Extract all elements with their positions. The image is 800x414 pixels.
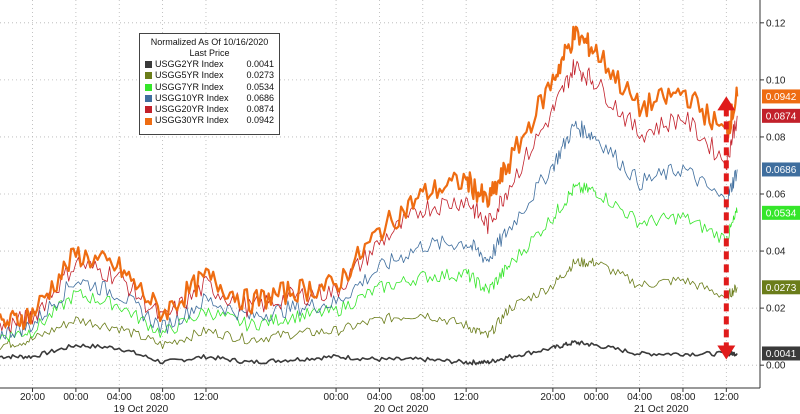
series-lines bbox=[0, 25, 739, 366]
legend-entry: USGG10YR Index 0.0686 bbox=[145, 93, 274, 104]
last-price-label: 0.0041 bbox=[766, 349, 797, 360]
legend-series-value: 0.0041 bbox=[246, 59, 274, 69]
x-tick-label: 08:00 bbox=[150, 392, 175, 403]
legend-series-value: 0.0686 bbox=[246, 92, 274, 103]
x-tick-label: 08:00 bbox=[670, 392, 695, 403]
y-tick-label: 0.12 bbox=[766, 18, 786, 29]
y-tick-label: 0.00 bbox=[766, 361, 786, 372]
x-day-label: 19 Oct 2020 bbox=[114, 404, 169, 414]
legend-series-value: 0.0273 bbox=[246, 70, 274, 81]
last-price-tag bbox=[762, 89, 800, 104]
legend-entry: USGG5YR Index 0.0273 bbox=[145, 70, 274, 81]
x-tick-label: 12:00 bbox=[193, 392, 218, 403]
series-line-usgg7yr-index bbox=[0, 182, 738, 342]
legend-series-value: 0.0874 bbox=[246, 104, 274, 115]
legend-series-value: 0.0942 bbox=[246, 115, 274, 126]
gridlines bbox=[0, 0, 760, 388]
legend-swatch bbox=[145, 61, 152, 69]
last-price-tag bbox=[762, 205, 800, 220]
x-tick-label: 04:00 bbox=[107, 392, 132, 403]
legend-entry: USGG30YR Index 0.0942 bbox=[145, 115, 274, 126]
legend: Normalized As Of 10/16/2020 Last Price U… bbox=[139, 33, 280, 135]
legend-rows: USGG2YR Index 0.0041 USGG5YR Index 0.0273 US… bbox=[145, 59, 274, 127]
legend-series-name: USGG30YR Index bbox=[155, 115, 229, 126]
legend-entry: USGG2YR Index 0.0041 bbox=[145, 59, 274, 70]
x-tick-label: 12:00 bbox=[714, 392, 739, 403]
last-price-tag bbox=[762, 346, 800, 361]
series-line-usgg5yr-index bbox=[0, 257, 738, 351]
last-price-label: 0.0942 bbox=[766, 92, 797, 103]
x-tick-label: 04:00 bbox=[367, 392, 392, 403]
x-tick-label: 00:00 bbox=[324, 392, 349, 403]
x-tick-label: 08:00 bbox=[410, 392, 435, 403]
y-axis: 0.00 0.02 0.04 0.06 0.08 0.10 0.12 0.0041 0.0273… bbox=[759, 0, 800, 388]
legend-series-name: USGG7YR Index bbox=[155, 81, 224, 92]
x-tick-label: 04:00 bbox=[627, 392, 652, 403]
legend-series-name: USGG2YR Index bbox=[155, 59, 224, 69]
x-axis: 20:00 00:00 04:00 08:00 12:00 00:00 04:00 08:00… bbox=[0, 387, 760, 414]
series-line-usgg20yr-index bbox=[0, 59, 738, 333]
last-price-label: 0.0273 bbox=[766, 283, 797, 294]
legend-series-name: USGG5YR Index bbox=[155, 70, 224, 81]
y-tick-label: 0.10 bbox=[766, 75, 786, 86]
series-line-usgg2yr-index bbox=[0, 340, 738, 366]
arrow-head-up bbox=[717, 96, 736, 111]
last-price-tag bbox=[762, 280, 800, 295]
legend-series-value: 0.0534 bbox=[246, 81, 274, 92]
x-tick-label: 20:00 bbox=[20, 392, 45, 403]
annotation-arrow bbox=[717, 96, 736, 360]
x-tick-label: 00:00 bbox=[63, 392, 88, 403]
x-tick-label: 20:00 bbox=[540, 392, 565, 403]
legend-series-name: USGG10YR Index bbox=[155, 92, 229, 103]
last-price-tag bbox=[762, 162, 800, 177]
y-tick-label: 0.04 bbox=[766, 247, 786, 258]
legend-swatch bbox=[145, 106, 152, 114]
last-price-label: 0.0686 bbox=[766, 165, 797, 176]
last-price-label: 0.0874 bbox=[766, 111, 797, 122]
series-line-usgg30yr-index bbox=[0, 25, 739, 331]
y-tick-label: 0.06 bbox=[766, 190, 786, 201]
legend-entry: USGG7YR Index 0.0534 bbox=[145, 82, 274, 93]
legend-swatch bbox=[145, 117, 152, 125]
arrow-head-down bbox=[717, 345, 736, 360]
legend-swatch bbox=[145, 95, 152, 103]
y-tick-label: 0.08 bbox=[766, 132, 786, 143]
x-tick-label: 00:00 bbox=[584, 392, 609, 403]
legend-series-name: USGG20YR Index bbox=[155, 104, 229, 115]
x-day-label: 20 Oct 2020 bbox=[374, 404, 429, 414]
legend-swatch bbox=[145, 72, 152, 80]
last-price-tag bbox=[762, 108, 800, 123]
x-day-label: 21 Oct 2020 bbox=[634, 404, 689, 414]
y-tick-label: 0.02 bbox=[766, 304, 786, 315]
series-line-usgg10yr-index bbox=[0, 120, 738, 340]
legend-title: Normalized As Of 10/16/2020 bbox=[150, 37, 269, 47]
x-tick-label: 12:00 bbox=[454, 392, 479, 403]
legend-swatch bbox=[145, 83, 152, 91]
legend-entry: USGG20YR Index 0.0874 bbox=[145, 104, 274, 115]
last-price-label: 0.0534 bbox=[766, 208, 797, 219]
legend-subtitle: Last Price bbox=[189, 48, 230, 58]
